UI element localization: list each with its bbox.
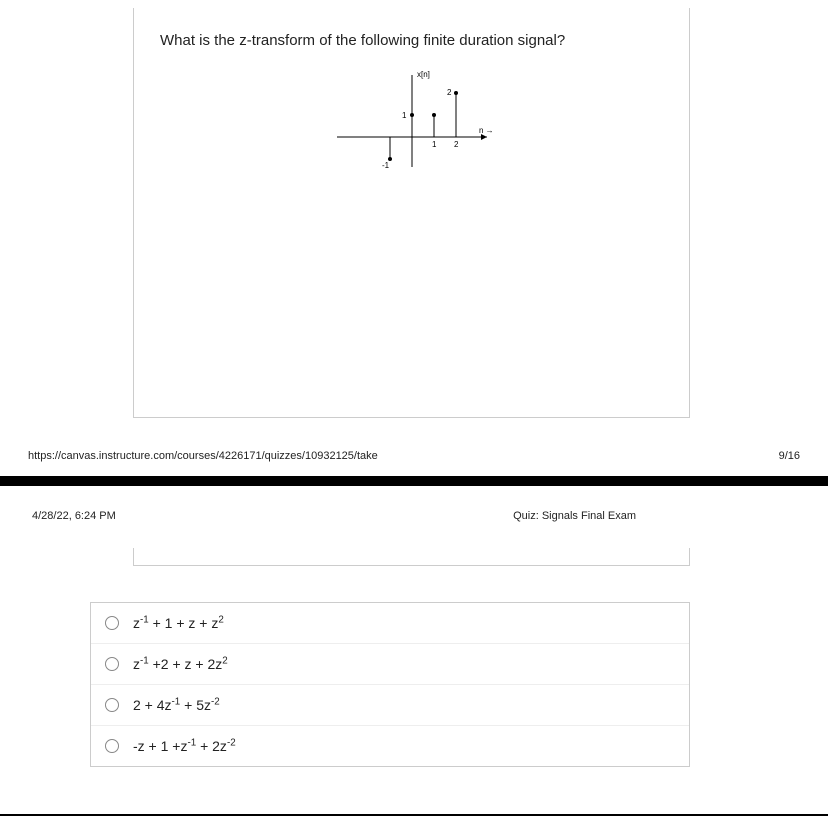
question-prompt: What is the z-transform of the following… — [160, 32, 663, 49]
radio-icon[interactable] — [105, 739, 119, 753]
radio-icon[interactable] — [105, 698, 119, 712]
page-top: What is the z-transform of the following… — [0, 0, 828, 476]
svg-text:1: 1 — [402, 111, 407, 120]
svg-text:x[n]: x[n] — [417, 70, 430, 79]
option-label: z-1 +2 + z + 2z2 — [133, 656, 228, 672]
option-label: 2 + 4z-1 + 5z-2 — [133, 697, 220, 713]
footer-page-number: 9/16 — [779, 450, 800, 462]
option-1[interactable]: z-1 + 1 + z + z2 — [91, 603, 689, 643]
answer-options: z-1 + 1 + z + z2 z-1 +2 + z + 2z2 2 + 4z… — [90, 602, 690, 767]
radio-icon[interactable] — [105, 616, 119, 630]
option-2[interactable]: z-1 +2 + z + 2z2 — [91, 643, 689, 684]
question-box-continuation — [133, 548, 690, 566]
page-bottom: 4/28/22, 6:24 PM Quiz: Signals Final Exa… — [0, 486, 828, 814]
svg-text:1: 1 — [432, 140, 437, 149]
page-separator — [0, 476, 828, 486]
svg-text:n →: n → — [479, 126, 494, 135]
option-label: z-1 + 1 + z + z2 — [133, 615, 224, 631]
footer-url: https://canvas.instructure.com/courses/4… — [28, 450, 378, 462]
option-label: -z + 1 +z-1 + 2z-2 — [133, 738, 236, 754]
svg-text:2: 2 — [447, 88, 452, 97]
signal-stem-plot: x[n] -1 1 2 1 2 n → — [160, 67, 663, 192]
header-timestamp: 4/28/22, 6:24 PM — [32, 510, 116, 522]
page-footer: https://canvas.instructure.com/courses/4… — [28, 450, 800, 462]
option-3[interactable]: 2 + 4z-1 + 5z-2 — [91, 684, 689, 725]
question-container: What is the z-transform of the following… — [133, 8, 690, 418]
svg-text:2: 2 — [454, 140, 459, 149]
radio-icon[interactable] — [105, 657, 119, 671]
svg-text:-1: -1 — [382, 161, 390, 170]
header-title: Quiz: Signals Final Exam — [513, 510, 636, 522]
page-header: 4/28/22, 6:24 PM Quiz: Signals Final Exa… — [28, 494, 800, 548]
option-4[interactable]: -z + 1 +z-1 + 2z-2 — [91, 725, 689, 766]
